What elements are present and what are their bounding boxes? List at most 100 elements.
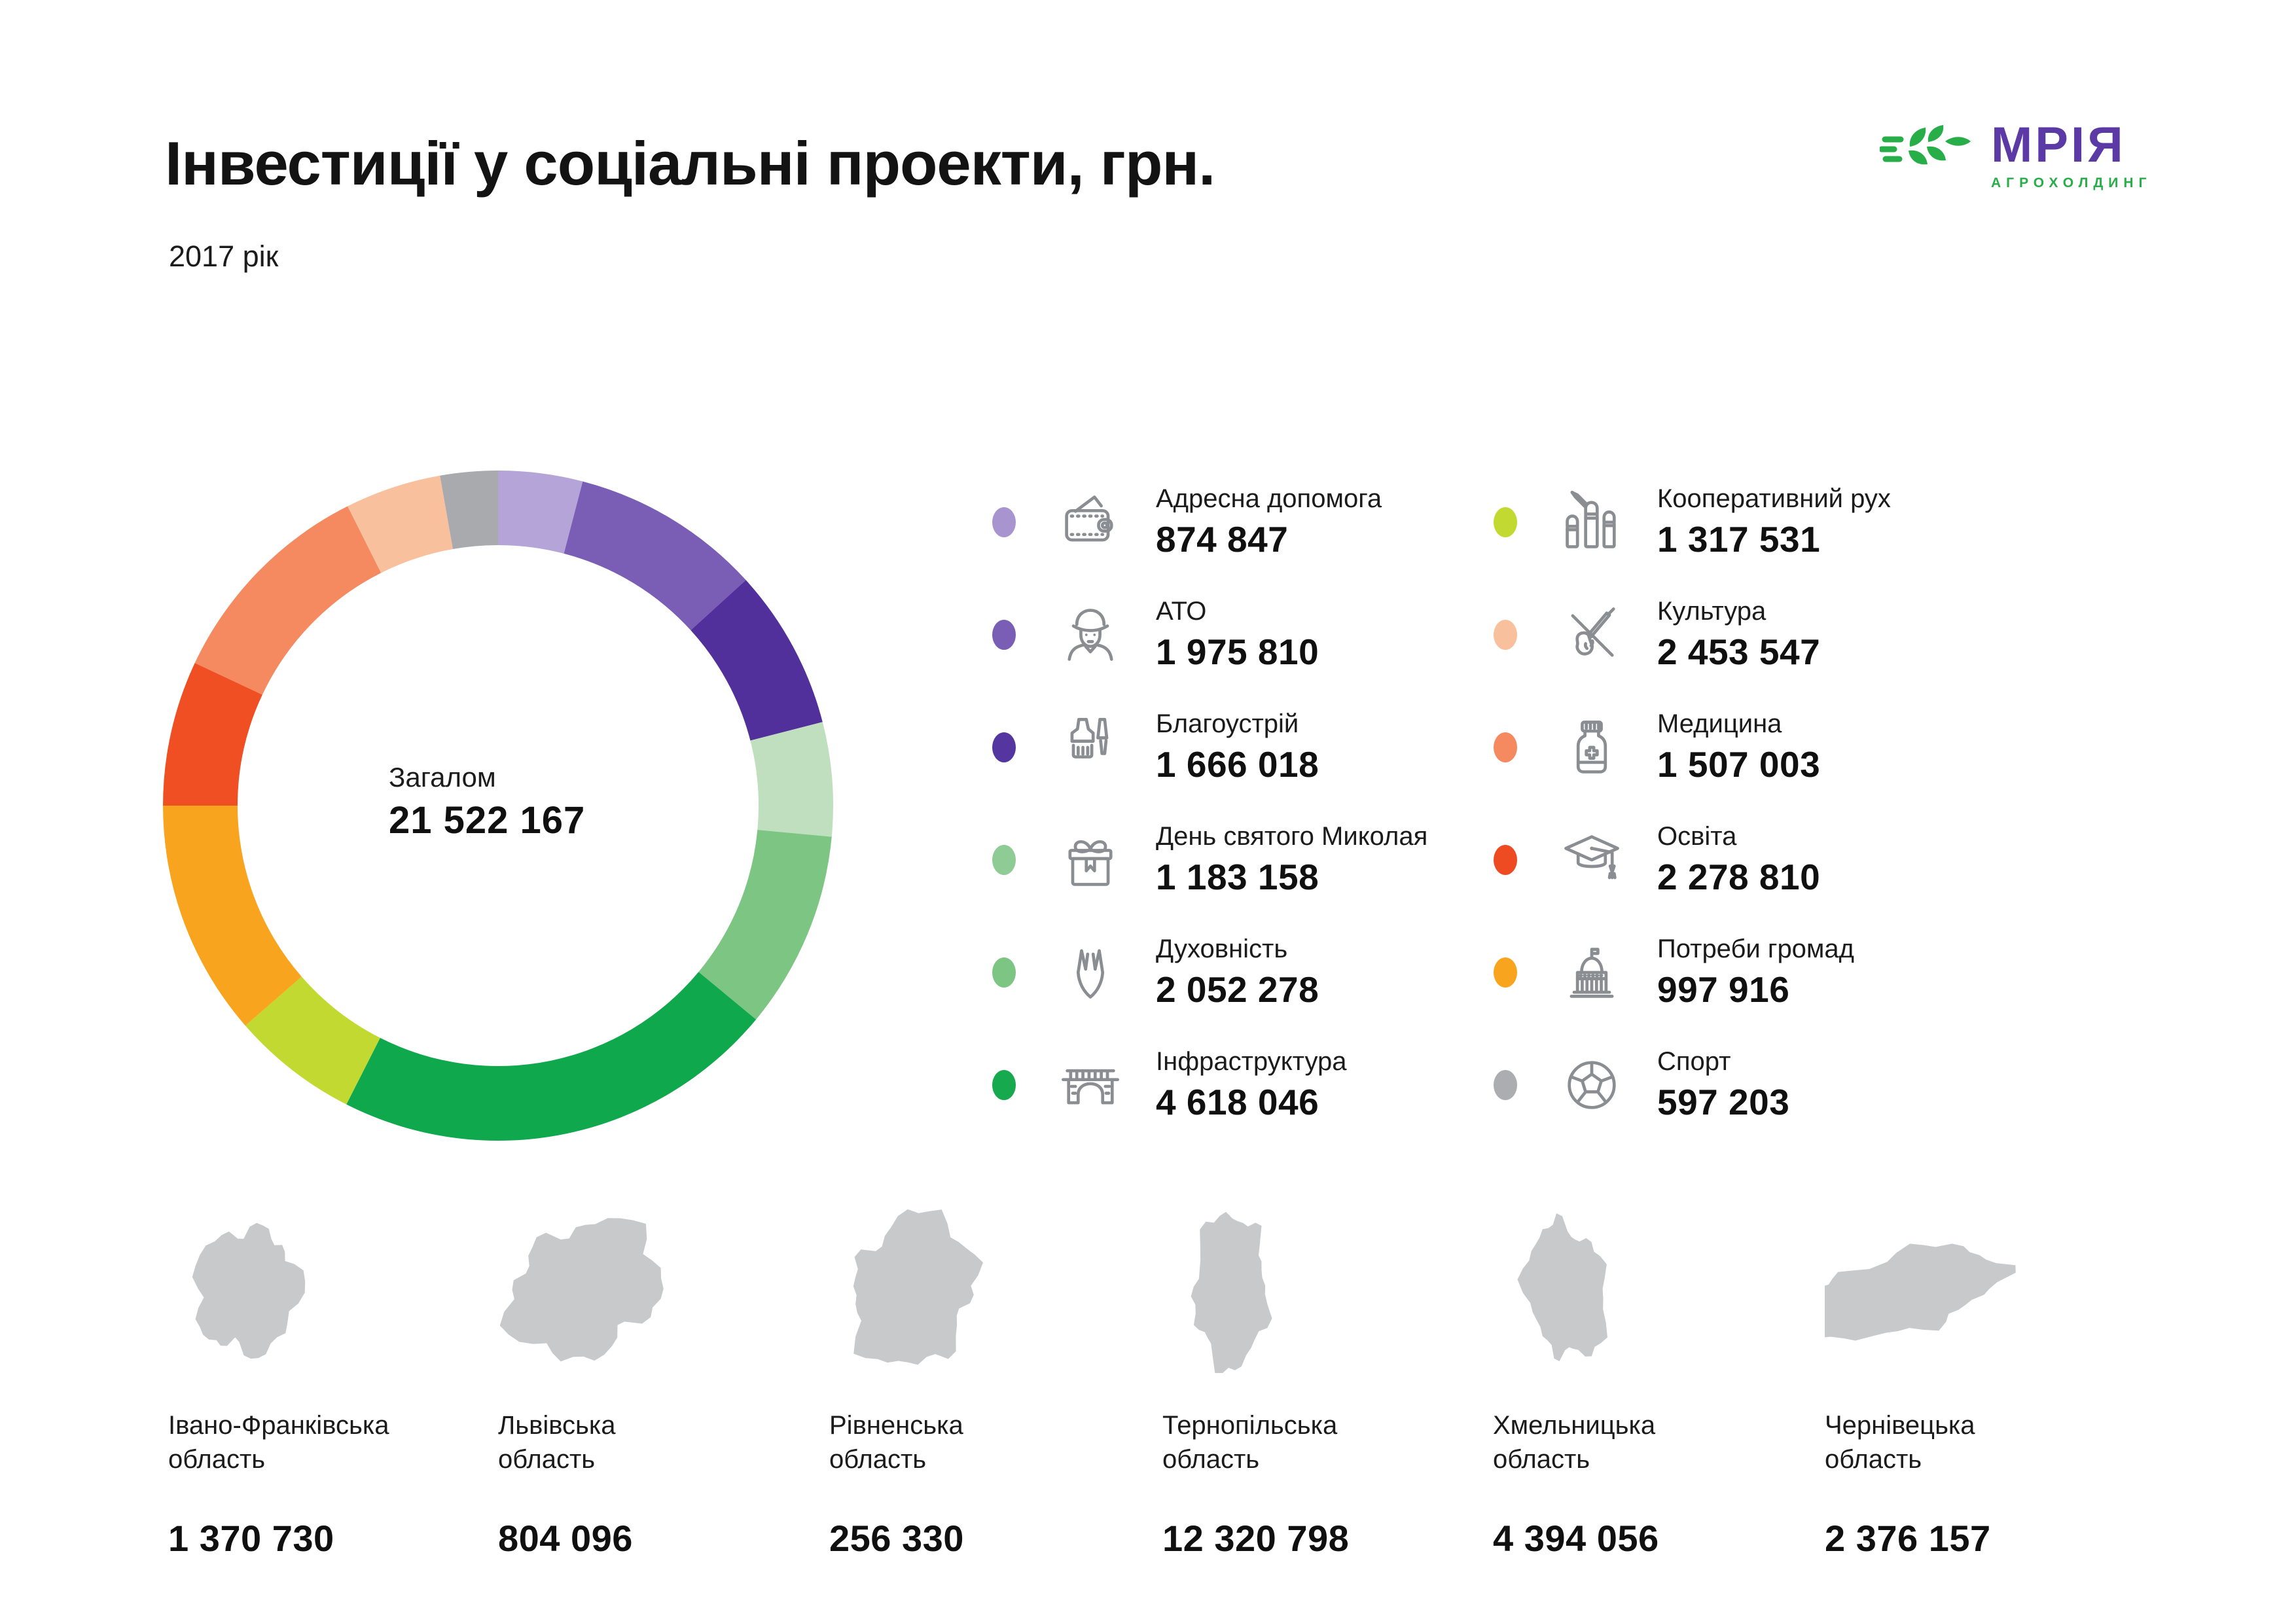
legend-value: 2 453 547 [1657, 632, 1821, 673]
legend-value: 4 618 046 [1156, 1082, 1319, 1123]
graduation-icon [1556, 825, 1627, 895]
government-icon [1556, 937, 1627, 1008]
region-name: Івано-Франківська область [168, 1411, 389, 1474]
legend-value: 597 203 [1657, 1082, 1790, 1123]
logo-brand: МРІЯ [1991, 117, 2126, 173]
legend-dot [992, 845, 1016, 875]
legend-dot [1494, 1070, 1517, 1100]
soldier-icon [1055, 599, 1126, 670]
legend-column-2: Кооперативний рух 1 317 531 Культура 2 4… [1494, 466, 1998, 1141]
legend-label: Кооперативний рух [1657, 484, 1891, 513]
legend-item-potreby-hromad: Потреби громад 997 916 [1494, 916, 1998, 1029]
legend-item-ato: АТО 1 975 810 [992, 579, 1496, 691]
map-ternopilska-icon [1191, 1211, 1272, 1373]
region-map-shape [499, 1218, 664, 1362]
region-name: Тернопільська область [1162, 1411, 1338, 1474]
legend-item-osvita: Освіта 2 278 810 [1494, 804, 1998, 916]
paintbrush-icon [1055, 712, 1126, 783]
legend-value: 2 278 810 [1657, 857, 1821, 898]
donut-segment [498, 471, 583, 554]
legend-item-sport: Спорт 597 203 [1494, 1029, 1998, 1141]
region-card-ternopilska: Тернопільська область 12 320 798 [1162, 1209, 1477, 1560]
praying-hands-icon [1055, 937, 1126, 1008]
soccer-ball-icon [1556, 1050, 1627, 1120]
legend-label: Адресна допомога [1156, 484, 1382, 513]
legend-dot [992, 507, 1016, 537]
legend-item-kooperatyvnyi-rukh: Кооперативний рух 1 317 531 [1494, 466, 1998, 579]
map-lvivska-icon [499, 1218, 664, 1362]
region-map-shape [1517, 1213, 1607, 1361]
legend-label: АТО [1156, 596, 1207, 626]
legend-column-1: Адресна допомога 874 847 [992, 466, 1496, 1141]
wallet-icon [1055, 487, 1126, 558]
donut-segment [698, 830, 832, 1020]
legend-label: Медицина [1657, 709, 1782, 738]
region-card-lvivska: Львівська область 804 096 [498, 1209, 812, 1560]
donut-chart [163, 471, 833, 1141]
donut-segment [440, 471, 498, 550]
legend-item-infrastruktura: Інфраструктура 4 618 046 [992, 1029, 1496, 1141]
region-value: 2 376 157 [1825, 1518, 1991, 1559]
legend-item-kultura: Культура 2 453 547 [1494, 579, 1998, 691]
legend-dot [1494, 845, 1517, 875]
legend-value: 1 975 810 [1156, 632, 1319, 673]
donut-total-label: Загалом [389, 762, 496, 793]
logo: МРІЯ АГРОХОЛДИНГ [1880, 117, 2152, 191]
donut-segment [163, 806, 302, 1026]
region-value: 804 096 [498, 1518, 633, 1559]
page-title: Інвестиції у соціальні проекти, грн. [165, 129, 1215, 198]
region-value: 256 330 [829, 1518, 964, 1559]
legend-label: Інфраструктура [1156, 1046, 1347, 1076]
legend-value: 997 916 [1657, 969, 1790, 1010]
map-khmelnytska-icon [1517, 1213, 1607, 1361]
legend-value: 1 507 003 [1657, 744, 1821, 785]
legend-dot [1494, 957, 1517, 988]
legend-dot [1494, 620, 1517, 650]
donut-segment [346, 972, 757, 1141]
wheat-icon [1880, 125, 1971, 165]
legend-label: День святого Миколая [1156, 821, 1428, 851]
legend-dot [1494, 507, 1517, 537]
legend-label: Спорт [1657, 1046, 1731, 1076]
legend-item-blahoustrii: Благоустрій 1 666 018 [992, 691, 1496, 804]
region-name: Рівненська область [829, 1411, 963, 1474]
region-map-shape [1825, 1243, 2016, 1341]
legend-item-den-sviatoho-mykolaia: День святого Миколая 1 183 158 [992, 804, 1496, 916]
legend-value: 1 317 531 [1657, 519, 1821, 560]
medicine-icon [1556, 712, 1627, 783]
region-value: 1 370 730 [168, 1518, 334, 1559]
page-subtitle: 2017 рік [169, 240, 279, 273]
legend-value: 1 183 158 [1156, 857, 1319, 898]
legend-label: Потреби громад [1657, 934, 1855, 963]
donut-total-value: 21 522 167 [389, 799, 586, 842]
region-card-chernivetska: Чернівецька область 2 376 157 [1825, 1209, 2139, 1560]
legend-dot [992, 732, 1016, 762]
legend-dot [992, 1070, 1016, 1100]
donut-segment [750, 722, 833, 837]
legend-value: 1 666 018 [1156, 744, 1319, 785]
region-map-shape [1191, 1211, 1272, 1373]
violin-icon [1556, 599, 1627, 670]
region-card-khmelnytska: Хмельницька область 4 394 056 [1493, 1209, 1807, 1560]
region-name: Чернівецька область [1825, 1411, 1975, 1474]
legend-label: Духовність [1156, 934, 1288, 963]
legend-label: Благоустрій [1156, 709, 1299, 738]
logo-subtitle: АГРОХОЛДИНГ [1991, 175, 2152, 191]
legend-dot [1494, 732, 1517, 762]
legend-label: Культура [1657, 596, 1767, 626]
region-map-shape [853, 1209, 983, 1365]
region-value: 4 394 056 [1493, 1518, 1659, 1559]
region-value: 12 320 798 [1162, 1518, 1350, 1559]
donut-segment [245, 976, 380, 1105]
donut-center-text: Загалом 21 522 167 [389, 762, 664, 842]
map-chernivetska-icon [1825, 1243, 2016, 1341]
legend-label: Освіта [1657, 821, 1737, 851]
legend-item-medytsyna: Медицина 1 507 003 [1494, 691, 1998, 804]
fists-icon [1556, 487, 1627, 558]
region-card-ivano-frankivska: Івано-Франківська область 1 370 730 [168, 1209, 482, 1560]
donut-segment [194, 506, 382, 695]
map-ivano-frankivska-icon [192, 1222, 306, 1359]
region-name: Львівська область [498, 1411, 616, 1474]
legend-dot [992, 620, 1016, 650]
region-card-rivnenska: Рівненська область 256 330 [829, 1209, 1143, 1560]
